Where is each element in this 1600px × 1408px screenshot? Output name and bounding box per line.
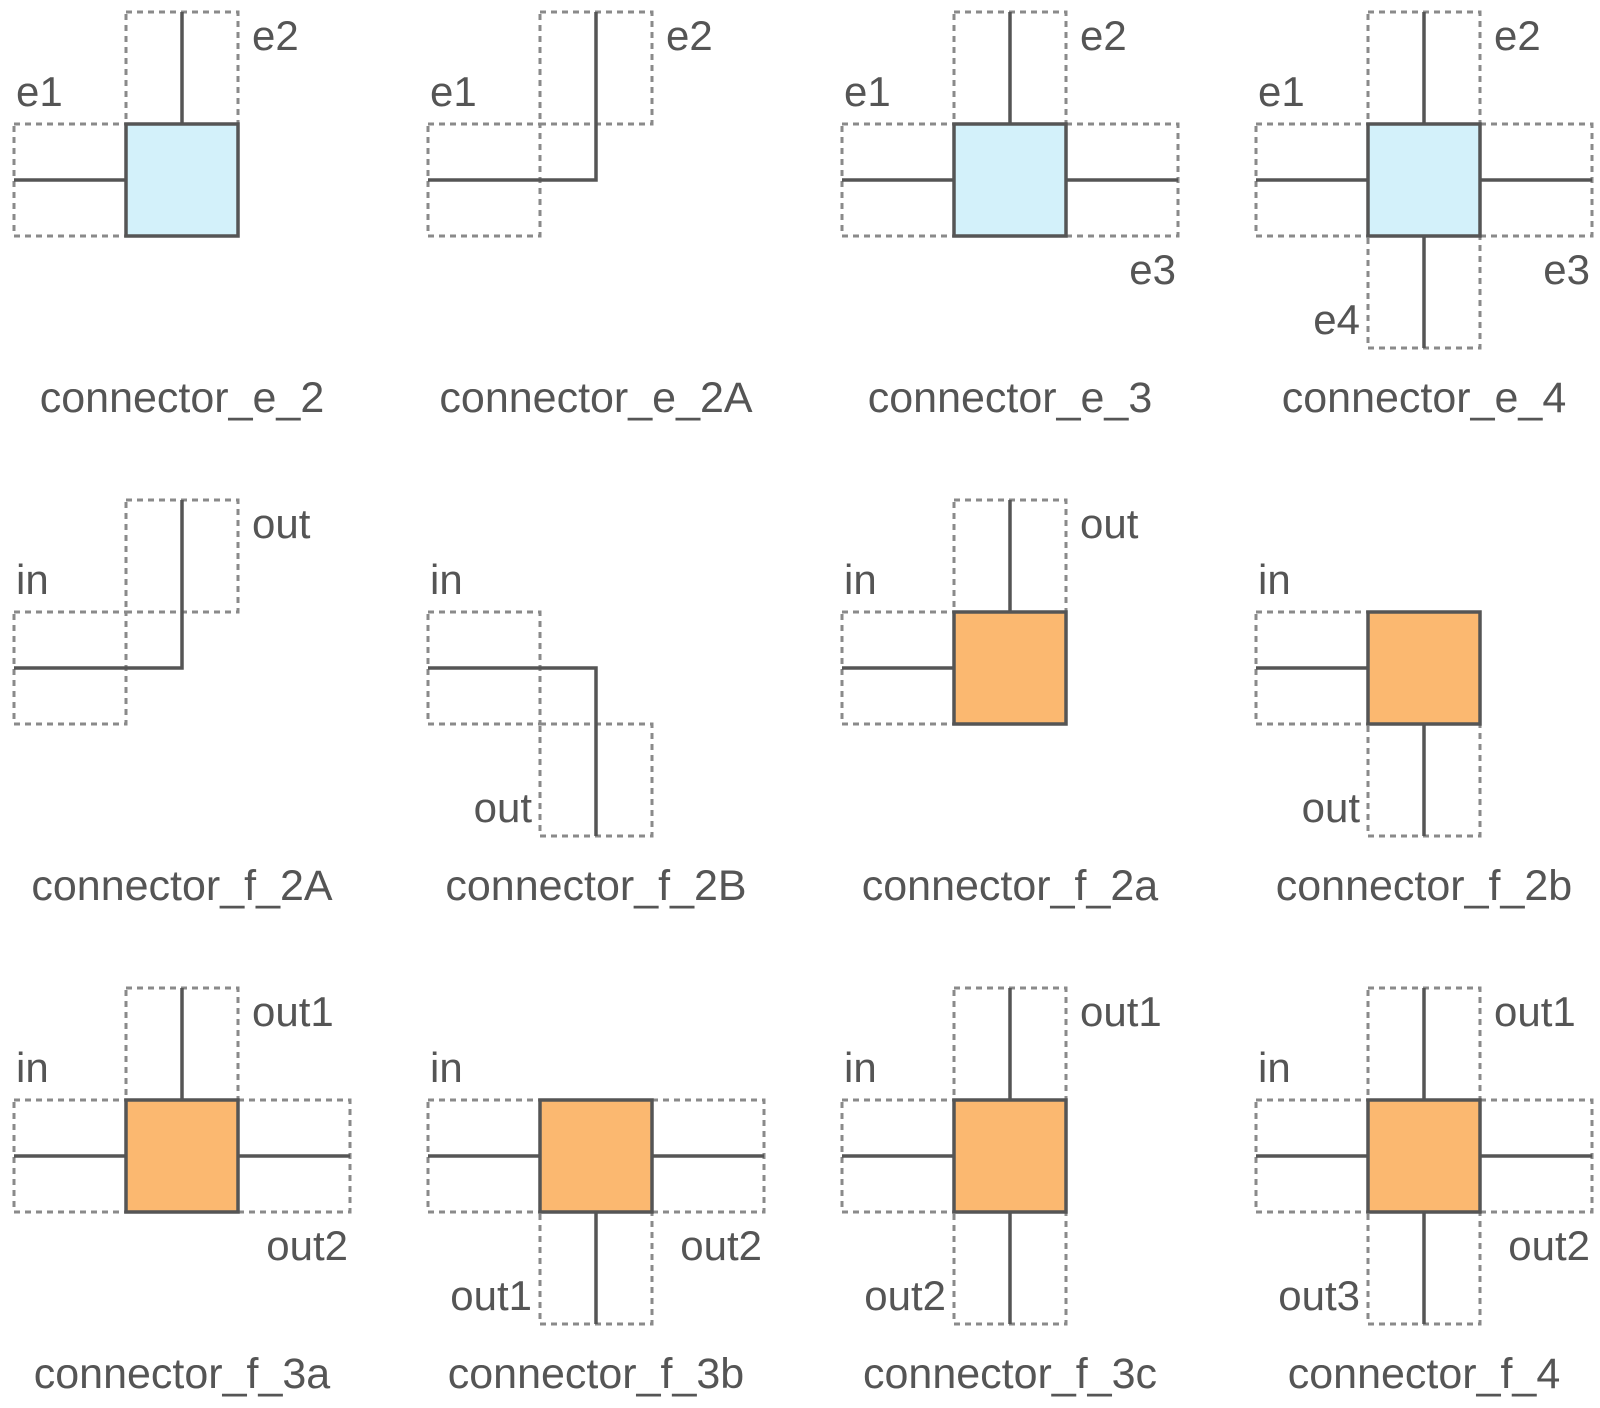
connector-node: [952, 122, 1068, 238]
connector-connector-f-2B: in out connector_f_2B: [426, 556, 747, 910]
wire: [428, 12, 598, 182]
port-label-top: out: [1080, 500, 1139, 547]
port-label-top: e2: [252, 12, 299, 59]
port-label-top: out: [252, 500, 311, 547]
port-label-top: e2: [666, 12, 713, 59]
port-label-left: in: [430, 1044, 463, 1091]
connector-connector-f-3b: in out1 out2 connector_f_3b: [426, 1044, 766, 1398]
port-label-right: out2: [266, 1222, 348, 1269]
port-label-right: out2: [1508, 1222, 1590, 1269]
port-label-left: in: [844, 556, 877, 603]
port-label-top: e2: [1494, 12, 1541, 59]
connector-node: [124, 1098, 240, 1214]
connector-connector-f-2b: in out connector_f_2b: [1254, 556, 1572, 910]
port-label-left: in: [16, 1044, 49, 1091]
port-label-left: in: [16, 556, 49, 603]
port-label-left: e1: [844, 68, 891, 115]
port-label-top: e2: [1080, 12, 1127, 59]
connector-node: [538, 1098, 654, 1214]
port-label-bottom: out1: [450, 1272, 532, 1319]
connector-connector-f-3c: in out1 out2 connector_f_3c: [840, 986, 1162, 1398]
connector-connector-f-3a: in out1 out2 connector_f_3a: [12, 986, 352, 1398]
port-label-bottom: out2: [864, 1272, 946, 1319]
wire: [428, 666, 598, 836]
connector-node: [952, 1098, 1068, 1214]
port-label-left: in: [844, 1044, 877, 1091]
connector-connector-e-3: e1 e2 e3 connector_e_3: [840, 10, 1180, 422]
connector-title: connector_e_4: [1282, 374, 1567, 422]
connector-title: connector_e_2A: [439, 374, 752, 422]
connector-node: [124, 122, 240, 238]
connector-node: [1366, 1098, 1482, 1214]
connector-connector-e-4: e1 e2 e3 e4 connector_e_4: [1254, 10, 1594, 422]
port-label-top: out1: [1080, 988, 1162, 1035]
port-label-left: in: [1258, 556, 1291, 603]
wire: [14, 500, 184, 670]
port-label-top: out1: [252, 988, 334, 1035]
port-label-left: e1: [1258, 68, 1305, 115]
port-label-bottom: out: [1302, 784, 1361, 831]
connector-node: [1366, 610, 1482, 726]
connector-title: connector_e_2: [40, 374, 325, 422]
connector-node: [1366, 122, 1482, 238]
port-label-right: out2: [680, 1222, 762, 1269]
connector-title: connector_f_2b: [1276, 862, 1572, 910]
port-label-left: in: [1258, 1044, 1291, 1091]
connector-connector-e-2A: e1 e2 connector_e_2A: [426, 10, 753, 422]
connector-title: connector_f_3c: [863, 1350, 1157, 1398]
connector-connector-e-2: e1 e2 connector_e_2: [12, 10, 325, 422]
port-label-bottom: out3: [1278, 1272, 1360, 1319]
connector-title: connector_f_2a: [862, 862, 1159, 910]
port-label-right: e3: [1543, 246, 1590, 293]
connector-title: connector_f_3a: [34, 1350, 331, 1398]
port-label-right: e3: [1129, 246, 1176, 293]
connector-title: connector_f_4: [1288, 1350, 1561, 1398]
connector-title: connector_f_2B: [445, 862, 746, 910]
port-label-top: out1: [1494, 988, 1576, 1035]
connector-connector-f-4: in out1 out2 out3 connector_f_4: [1254, 986, 1594, 1398]
port-label-bottom: out: [474, 784, 533, 831]
port-label-left: in: [430, 556, 463, 603]
connector-title: connector_f_3b: [448, 1350, 744, 1398]
connector-title: connector_f_2A: [31, 862, 333, 910]
port-label-bottom: e4: [1313, 296, 1360, 343]
connector-title: connector_e_3: [868, 374, 1153, 422]
connector-connector-f-2A: in out connector_f_2A: [12, 498, 333, 910]
port-label-left: e1: [16, 68, 63, 115]
port-label-left: e1: [430, 68, 477, 115]
connector-connector-f-2a: in out connector_f_2a: [840, 498, 1159, 910]
connector-node: [952, 610, 1068, 726]
